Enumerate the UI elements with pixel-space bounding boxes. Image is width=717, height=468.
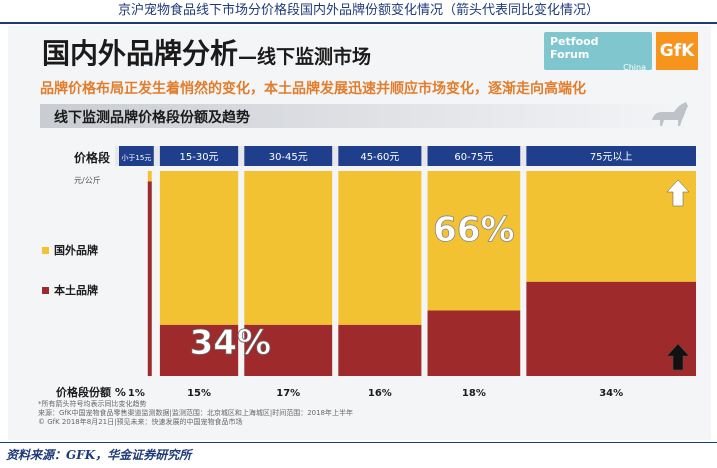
section-title: 线下监测品牌价格段份额及趋势 xyxy=(54,110,250,126)
bar-segment-domestic xyxy=(147,181,152,376)
bar-segment-foreign xyxy=(159,171,239,325)
bar-segment-domestic xyxy=(526,281,696,376)
category-header-cell xyxy=(244,146,333,166)
legend-label: 本土品牌 xyxy=(54,283,98,297)
bar-segment-foreign xyxy=(244,171,333,325)
bar-segment-domestic xyxy=(427,310,521,376)
category-header-label: 45-60元 xyxy=(360,152,399,163)
category-header-cell xyxy=(427,146,521,166)
category-share-label: 34% xyxy=(599,388,623,399)
bar-segment-domestic xyxy=(244,324,333,376)
category-share-label: 18% xyxy=(462,388,486,399)
petfood-logo-line3: China xyxy=(623,63,646,72)
chart-footnote: *所有箭头符号均表示同比变化趋势 来源：GfK中国宠物食品零售渠道监测数据|监测… xyxy=(38,400,353,427)
arrow-up-white-icon xyxy=(666,179,690,207)
category-share-label: 17% xyxy=(276,388,300,399)
category-share-label: 16% xyxy=(368,388,392,399)
dog-silhouette-icon xyxy=(652,102,688,126)
annotation-foreign-share: 66% xyxy=(433,210,514,250)
annotation-domestic-share: 34% xyxy=(190,323,271,363)
category-header-label: 30-45元 xyxy=(269,152,308,163)
category-share-label: 15% xyxy=(187,388,211,399)
legend-swatch xyxy=(42,247,49,254)
caption-divider xyxy=(0,22,717,24)
bar-segment-foreign xyxy=(147,171,152,182)
category-header-label: 15-30元 xyxy=(180,152,219,163)
y-unit-label: 元/公斤 xyxy=(74,175,101,185)
petfood-logo-line1: Petfood xyxy=(550,35,599,48)
category-header-cell xyxy=(159,146,239,166)
slide-panel: 国内外品牌分析—线下监测市场 Petfood Forum China GfK 品… xyxy=(8,26,711,440)
slide-title-main: 国内外品牌分析 xyxy=(42,37,239,70)
footnote-line: © GfK 2018年8月21日|预见未来：快速发展的中国宠物食品市场 xyxy=(38,418,243,426)
bar-segment-domestic xyxy=(159,324,239,376)
bar-segment-foreign xyxy=(427,171,521,311)
footnote-line: *所有箭头符号均表示同比变化趋势 xyxy=(38,400,147,408)
petfood-logo-line2: Forum xyxy=(550,48,590,61)
category-share-label: 1% xyxy=(128,388,145,399)
category-header-label: 小于15元 xyxy=(121,153,151,162)
category-header-cell xyxy=(526,146,696,166)
slide-title-sub: —线下监测市场 xyxy=(238,46,372,68)
bar-segment-foreign xyxy=(526,171,696,282)
source-divider xyxy=(0,442,717,443)
x-header-label: 价格段 xyxy=(74,150,111,165)
category-header-label: 75元以上 xyxy=(590,151,633,163)
legend-label: 国外品牌 xyxy=(54,243,98,257)
figure-caption: 京沪宠物食品线下市场分价格段国内外品牌份额变化情况（箭头代表同比变化情况） xyxy=(117,3,599,18)
category-header-cell xyxy=(338,146,422,166)
slide-title: 国内外品牌分析—线下监测市场 xyxy=(42,32,371,72)
category-header-label: 60-75元 xyxy=(454,152,493,163)
gfk-logo: GfK xyxy=(656,32,698,70)
share-row-label: 价格段份额 % xyxy=(56,385,126,399)
footnote-line: 来源：GfK中国宠物食品零售渠道监测数据|监测范围：北京城区和上海城区|时间范围… xyxy=(38,409,354,417)
arrow-up-black-icon xyxy=(666,343,690,371)
bar-segment-foreign xyxy=(338,171,422,325)
section-header-bar: 线下监测品牌价格段份额及趋势 xyxy=(40,104,690,128)
legend-swatch xyxy=(42,287,49,294)
source-note: 资料来源：GFK，华金证券研究所 xyxy=(6,448,192,462)
slide-subtitle: 品牌价格布局正发生着悄然的变化，本土品牌发展迅速并顺应市场变化，逐渐走向高端化 xyxy=(40,81,586,97)
category-header-cell xyxy=(119,146,154,166)
bar-segment-domestic xyxy=(338,324,422,376)
petfood-forum-logo: Petfood Forum China xyxy=(544,32,652,72)
